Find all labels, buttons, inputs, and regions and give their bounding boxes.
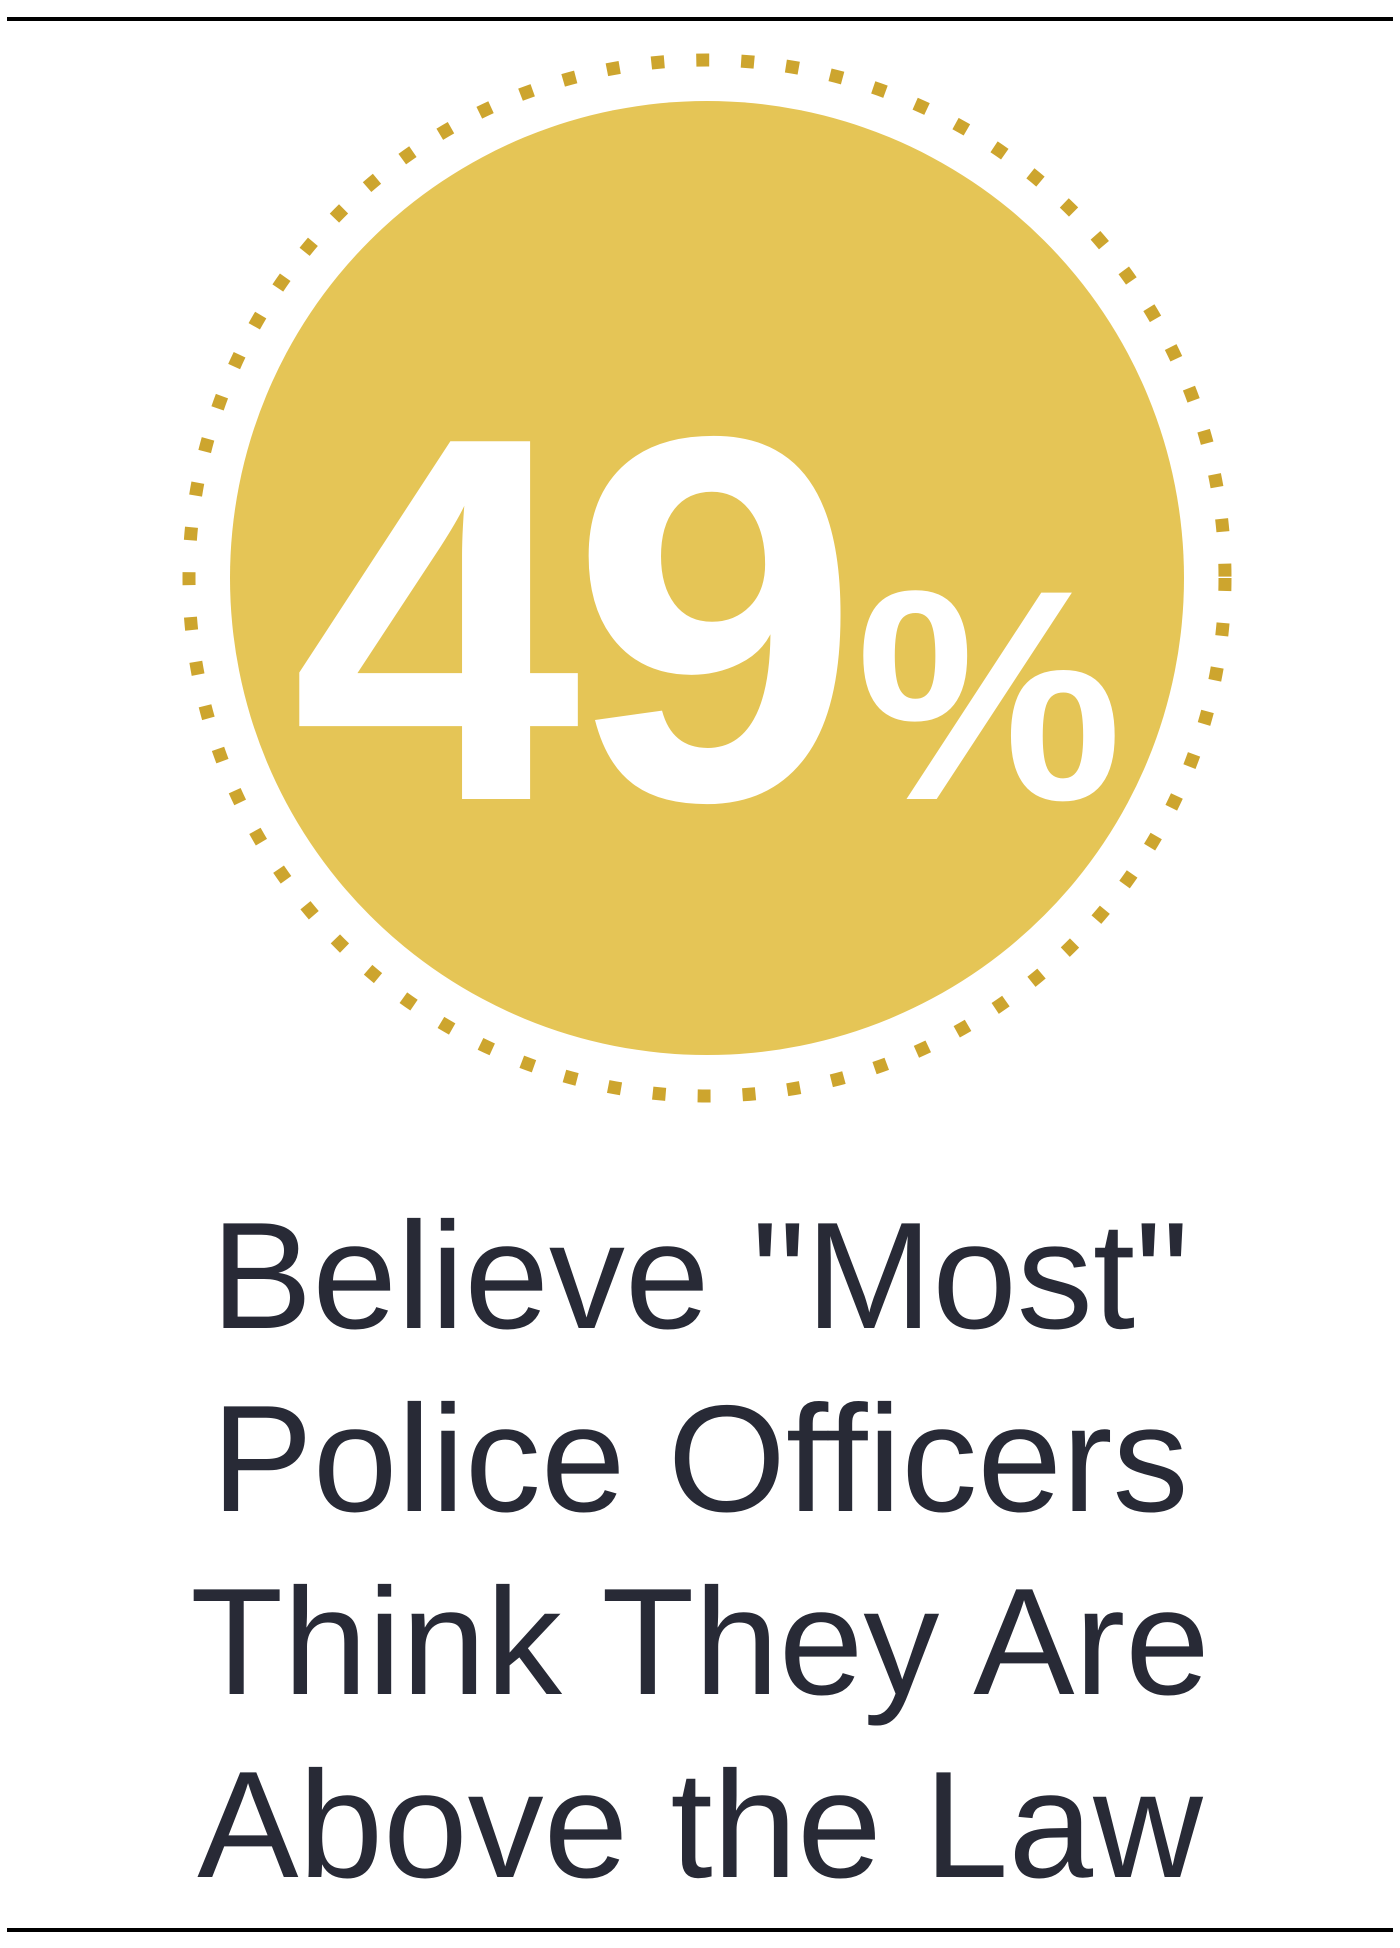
- caption-line: Police Officers: [211, 1374, 1189, 1544]
- stat-value: 49%: [0, 360, 1400, 880]
- stat-badge: [182, 53, 1232, 1103]
- stat-number: 49: [291, 329, 859, 910]
- caption-line: Think They Are: [190, 1557, 1210, 1727]
- stat-circle: [230, 101, 1184, 1055]
- caption-line: Believe "Most": [210, 1191, 1190, 1361]
- bottom-divider: [7, 1928, 1393, 1932]
- top-divider: [7, 17, 1393, 21]
- stat-caption: Believe "Most" Police Officers Think The…: [0, 1185, 1400, 1917]
- dotted-ring: [182, 53, 1232, 1103]
- caption-line: Above the Law: [197, 1740, 1203, 1910]
- stat-percent-sign: %: [855, 527, 1123, 863]
